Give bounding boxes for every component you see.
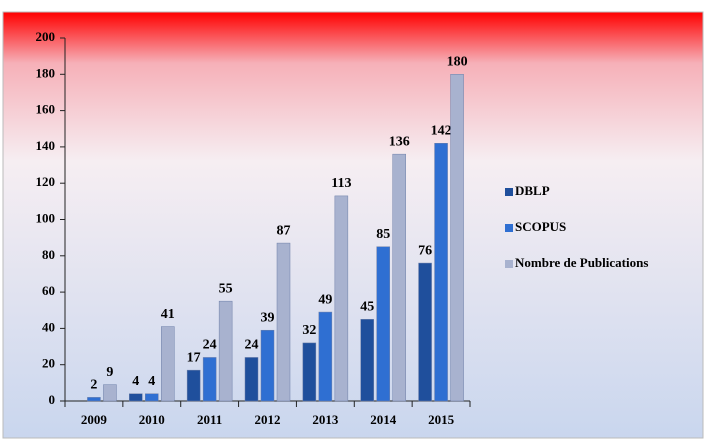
x-tick-label: 2009 [81, 412, 108, 427]
y-tick-label: 60 [42, 283, 55, 298]
data-label: 41 [161, 307, 175, 322]
x-tick-label: 2011 [197, 412, 222, 427]
bar [376, 246, 390, 402]
bar [450, 74, 464, 402]
y-tick-label: 200 [36, 29, 56, 44]
bar [103, 384, 117, 402]
x-tick-label: 2010 [139, 412, 165, 427]
data-label: 113 [331, 176, 351, 191]
data-label: 85 [376, 227, 390, 242]
y-tick-label: 0 [49, 392, 56, 407]
bar [145, 393, 159, 402]
data-label: 49 [318, 292, 332, 307]
data-label: 4 [148, 374, 155, 389]
y-tick-label: 180 [36, 65, 56, 80]
data-label: 45 [360, 300, 374, 315]
y-tick-label: 20 [42, 356, 55, 371]
bar [87, 397, 101, 402]
data-label: 55 [219, 281, 233, 296]
data-label: 24 [203, 338, 217, 353]
data-label: 76 [418, 243, 432, 258]
y-tick-label: 40 [42, 319, 55, 334]
y-tick-label: 80 [42, 247, 55, 262]
bar [244, 357, 259, 402]
bar [360, 319, 374, 402]
y-tick-label: 120 [36, 174, 56, 189]
x-tick-label: 2015 [428, 412, 455, 427]
bar [302, 342, 317, 402]
legend-label: Nombre de Publications [515, 255, 648, 270]
bar [276, 242, 291, 402]
data-label: 136 [389, 134, 410, 149]
x-tick-label: 2014 [370, 412, 397, 427]
legend-label: SCOPUS [515, 219, 566, 234]
bar [260, 329, 275, 402]
data-label: 180 [447, 55, 468, 70]
y-tick-label: 100 [36, 210, 56, 225]
data-label: 24 [245, 338, 259, 353]
bar [434, 143, 448, 402]
bar [392, 153, 406, 402]
bar [418, 262, 432, 402]
bar [161, 326, 175, 402]
bar [186, 369, 201, 402]
data-label: 32 [302, 323, 316, 338]
y-tick-label: 160 [36, 102, 56, 117]
legend-swatch [505, 260, 513, 268]
x-tick-label: 2013 [312, 412, 339, 427]
data-label: 2 [90, 378, 97, 393]
legend-swatch [505, 224, 513, 232]
data-label: 142 [431, 123, 452, 138]
data-label: 4 [132, 374, 139, 389]
x-tick-label: 2012 [255, 412, 281, 427]
bar [129, 393, 143, 402]
bar [202, 357, 217, 402]
chart-area [2, 11, 704, 439]
y-tick-label: 140 [36, 138, 56, 153]
legend-swatch [505, 188, 513, 196]
data-label: 39 [261, 310, 275, 325]
bar [218, 300, 233, 402]
bar [334, 195, 349, 402]
bar [318, 311, 333, 402]
data-label: 17 [187, 350, 201, 365]
data-label: 87 [277, 223, 291, 238]
data-label: 9 [106, 365, 113, 380]
legend-label: DBLP [515, 183, 550, 198]
